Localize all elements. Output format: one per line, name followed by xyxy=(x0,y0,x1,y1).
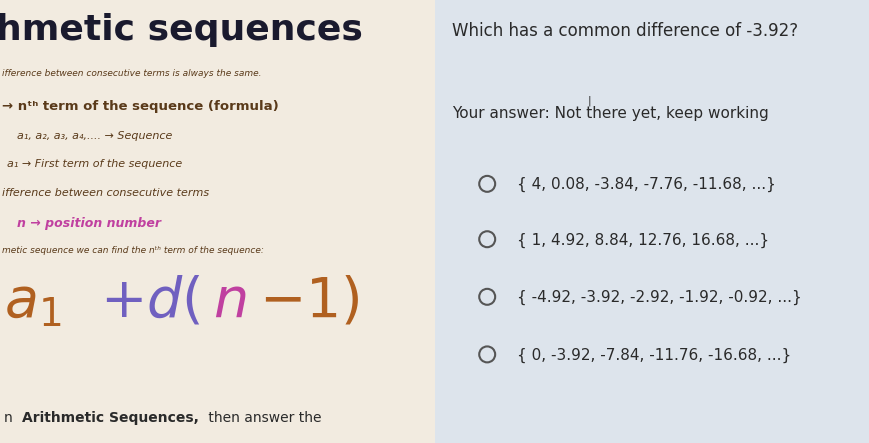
Text: |: | xyxy=(587,95,590,106)
Bar xyxy=(0,0,434,443)
Text: { 0, -3.92, -7.84, -11.76, -16.68, ...}: { 0, -3.92, -7.84, -11.76, -16.68, ...} xyxy=(516,348,790,363)
Text: n: n xyxy=(4,411,17,425)
Text: hmetic sequences: hmetic sequences xyxy=(0,13,362,47)
Text: ifference between consecutive terms: ifference between consecutive terms xyxy=(2,188,209,198)
Text: $n$: $n$ xyxy=(213,275,246,328)
Text: Which has a common difference of -3.92?: Which has a common difference of -3.92? xyxy=(452,22,798,40)
Text: ifference between consecutive terms is always the same.: ifference between consecutive terms is a… xyxy=(2,69,262,78)
Text: Your answer: Not there yet, keep working: Your answer: Not there yet, keep working xyxy=(452,106,768,121)
Bar xyxy=(434,0,869,443)
Text: then answer the: then answer the xyxy=(204,411,322,425)
Text: a₁ → First term of the sequence: a₁ → First term of the sequence xyxy=(7,159,182,170)
Text: { 4, 0.08, -3.84, -7.76, -11.68, ...}: { 4, 0.08, -3.84, -7.76, -11.68, ...} xyxy=(516,177,775,192)
Text: n → position number: n → position number xyxy=(17,217,162,230)
Text: { -4.92, -3.92, -2.92, -1.92, -0.92, ...}: { -4.92, -3.92, -2.92, -1.92, -0.92, ...… xyxy=(516,290,800,305)
Text: metic sequence we can find the nᵗʰ term of the sequence:: metic sequence we can find the nᵗʰ term … xyxy=(2,246,264,255)
Text: $- 1)$: $- 1)$ xyxy=(259,275,360,328)
Text: Arithmetic Sequences,: Arithmetic Sequences, xyxy=(22,411,198,425)
Text: a₁, a₂, a₃, a₄,.... → Sequence: a₁, a₂, a₃, a₄,.... → Sequence xyxy=(17,131,173,141)
Text: → nᵗʰ term of the sequence (formula): → nᵗʰ term of the sequence (formula) xyxy=(2,100,279,113)
Text: $a_1$: $a_1$ xyxy=(4,275,62,328)
Text: { 1, 4.92, 8.84, 12.76, 16.68, ...}: { 1, 4.92, 8.84, 12.76, 16.68, ...} xyxy=(516,233,768,248)
Text: $+ d($: $+ d($ xyxy=(100,275,201,328)
